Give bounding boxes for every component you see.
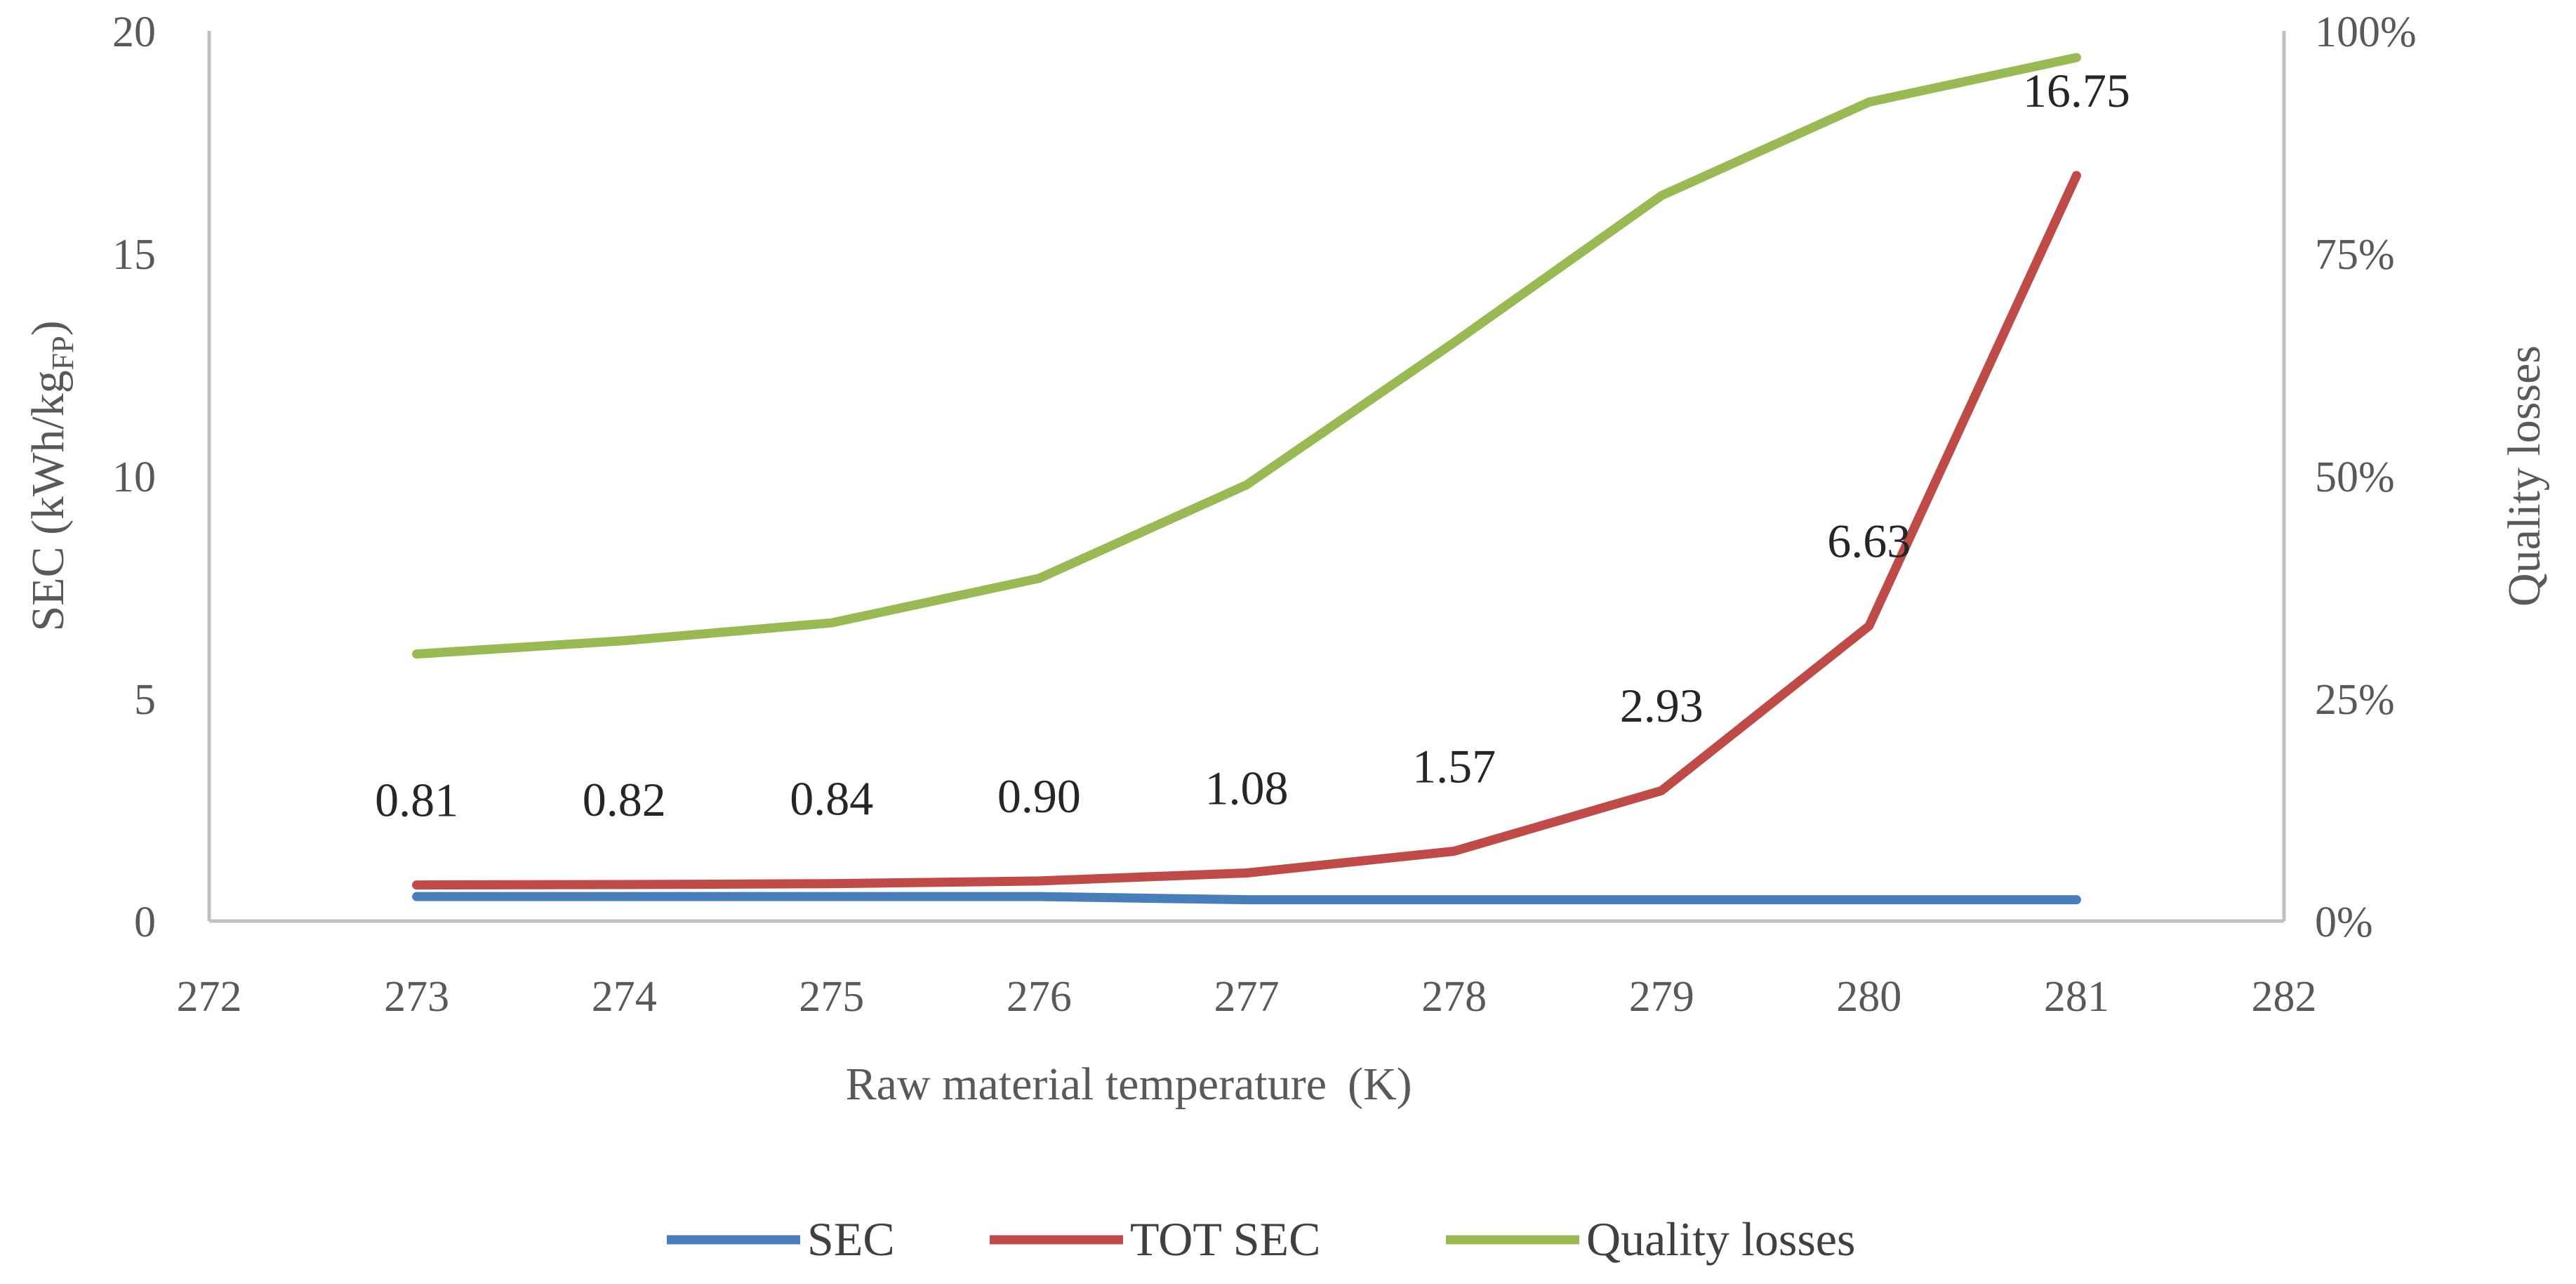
- x-tick-label: 276: [1007, 973, 1072, 1021]
- tot-sec-data-label: 16.75: [2023, 64, 2130, 117]
- y-right-tick-label: 25%: [2315, 676, 2395, 724]
- y-left-tick-label: 20: [112, 8, 156, 56]
- x-tick-label: 279: [1629, 973, 1694, 1021]
- series-lines: [412, 53, 2081, 905]
- y-left-tick-label: 0: [134, 899, 156, 946]
- legend: SEC TOT SEC Quality losses: [667, 1212, 1855, 1266]
- data-labels: 0.81 0.82 0.84 0.90 1.08 1.57 2.93 6.63 16.75: [375, 64, 2130, 827]
- tot-sec-data-label: 0.84: [790, 772, 873, 826]
- y-right-tick-label: 75%: [2315, 231, 2395, 279]
- y-right-tick-label: 50%: [2315, 454, 2395, 501]
- y-left-tick-label: 15: [112, 231, 156, 279]
- y-right-tick-labels: 0% 25% 50% 75% 100%: [2315, 8, 2417, 946]
- x-tick-label: 277: [1214, 973, 1280, 1021]
- x-tick-labels: 272 273 274 275 276 277 278 279 280 281 282: [177, 973, 2317, 1021]
- y-right-tick-label: 0%: [2315, 899, 2373, 946]
- tot-sec-line: [412, 171, 2081, 890]
- x-tick-label: 282: [2252, 973, 2317, 1021]
- legend-tot-sec-label: TOT SEC: [1130, 1212, 1320, 1266]
- x-tick-label: 273: [384, 973, 449, 1021]
- y-right-axis-title: Quality losses: [2499, 345, 2550, 607]
- tot-sec-data-label: 1.08: [1205, 762, 1289, 815]
- y-left-axis-title: SEC (kWh/kgFP): [22, 320, 80, 631]
- y-left-axis-title-subscript: FP: [46, 336, 80, 370]
- y-left-tick-label: 10: [112, 454, 156, 501]
- legend-sec-label: SEC: [807, 1212, 895, 1266]
- tot-sec-data-label: 0.82: [583, 773, 666, 826]
- sec-line: [412, 892, 2081, 905]
- y-left-tick-label: 5: [134, 676, 156, 724]
- x-tick-label: 274: [592, 973, 657, 1021]
- x-tick-label: 280: [1836, 973, 1901, 1021]
- plot-area: [207, 31, 2286, 923]
- x-axis-title: Raw material temperature: [846, 1059, 1327, 1110]
- x-tick-label: 275: [799, 973, 864, 1021]
- x-tick-label: 272: [177, 973, 242, 1021]
- x-axis-title-unit: (K): [1348, 1059, 1412, 1110]
- tot-sec-data-label: 2.93: [1620, 679, 1704, 732]
- tot-sec-data-label: 6.63: [1827, 515, 1911, 568]
- tot-sec-data-label: 0.90: [997, 769, 1081, 823]
- tot-sec-data-label: 1.57: [1412, 739, 1496, 793]
- x-tick-label: 281: [2044, 973, 2109, 1021]
- x-tick-label: 278: [1421, 973, 1487, 1021]
- y-left-tick-labels: 0 5 10 15 20: [112, 8, 156, 946]
- tot-sec-data-label: 0.81: [375, 774, 458, 827]
- quality-losses-line: [412, 53, 2081, 659]
- y-right-tick-label: 100%: [2315, 8, 2417, 56]
- legend-quality-losses-label: Quality losses: [1586, 1212, 1855, 1266]
